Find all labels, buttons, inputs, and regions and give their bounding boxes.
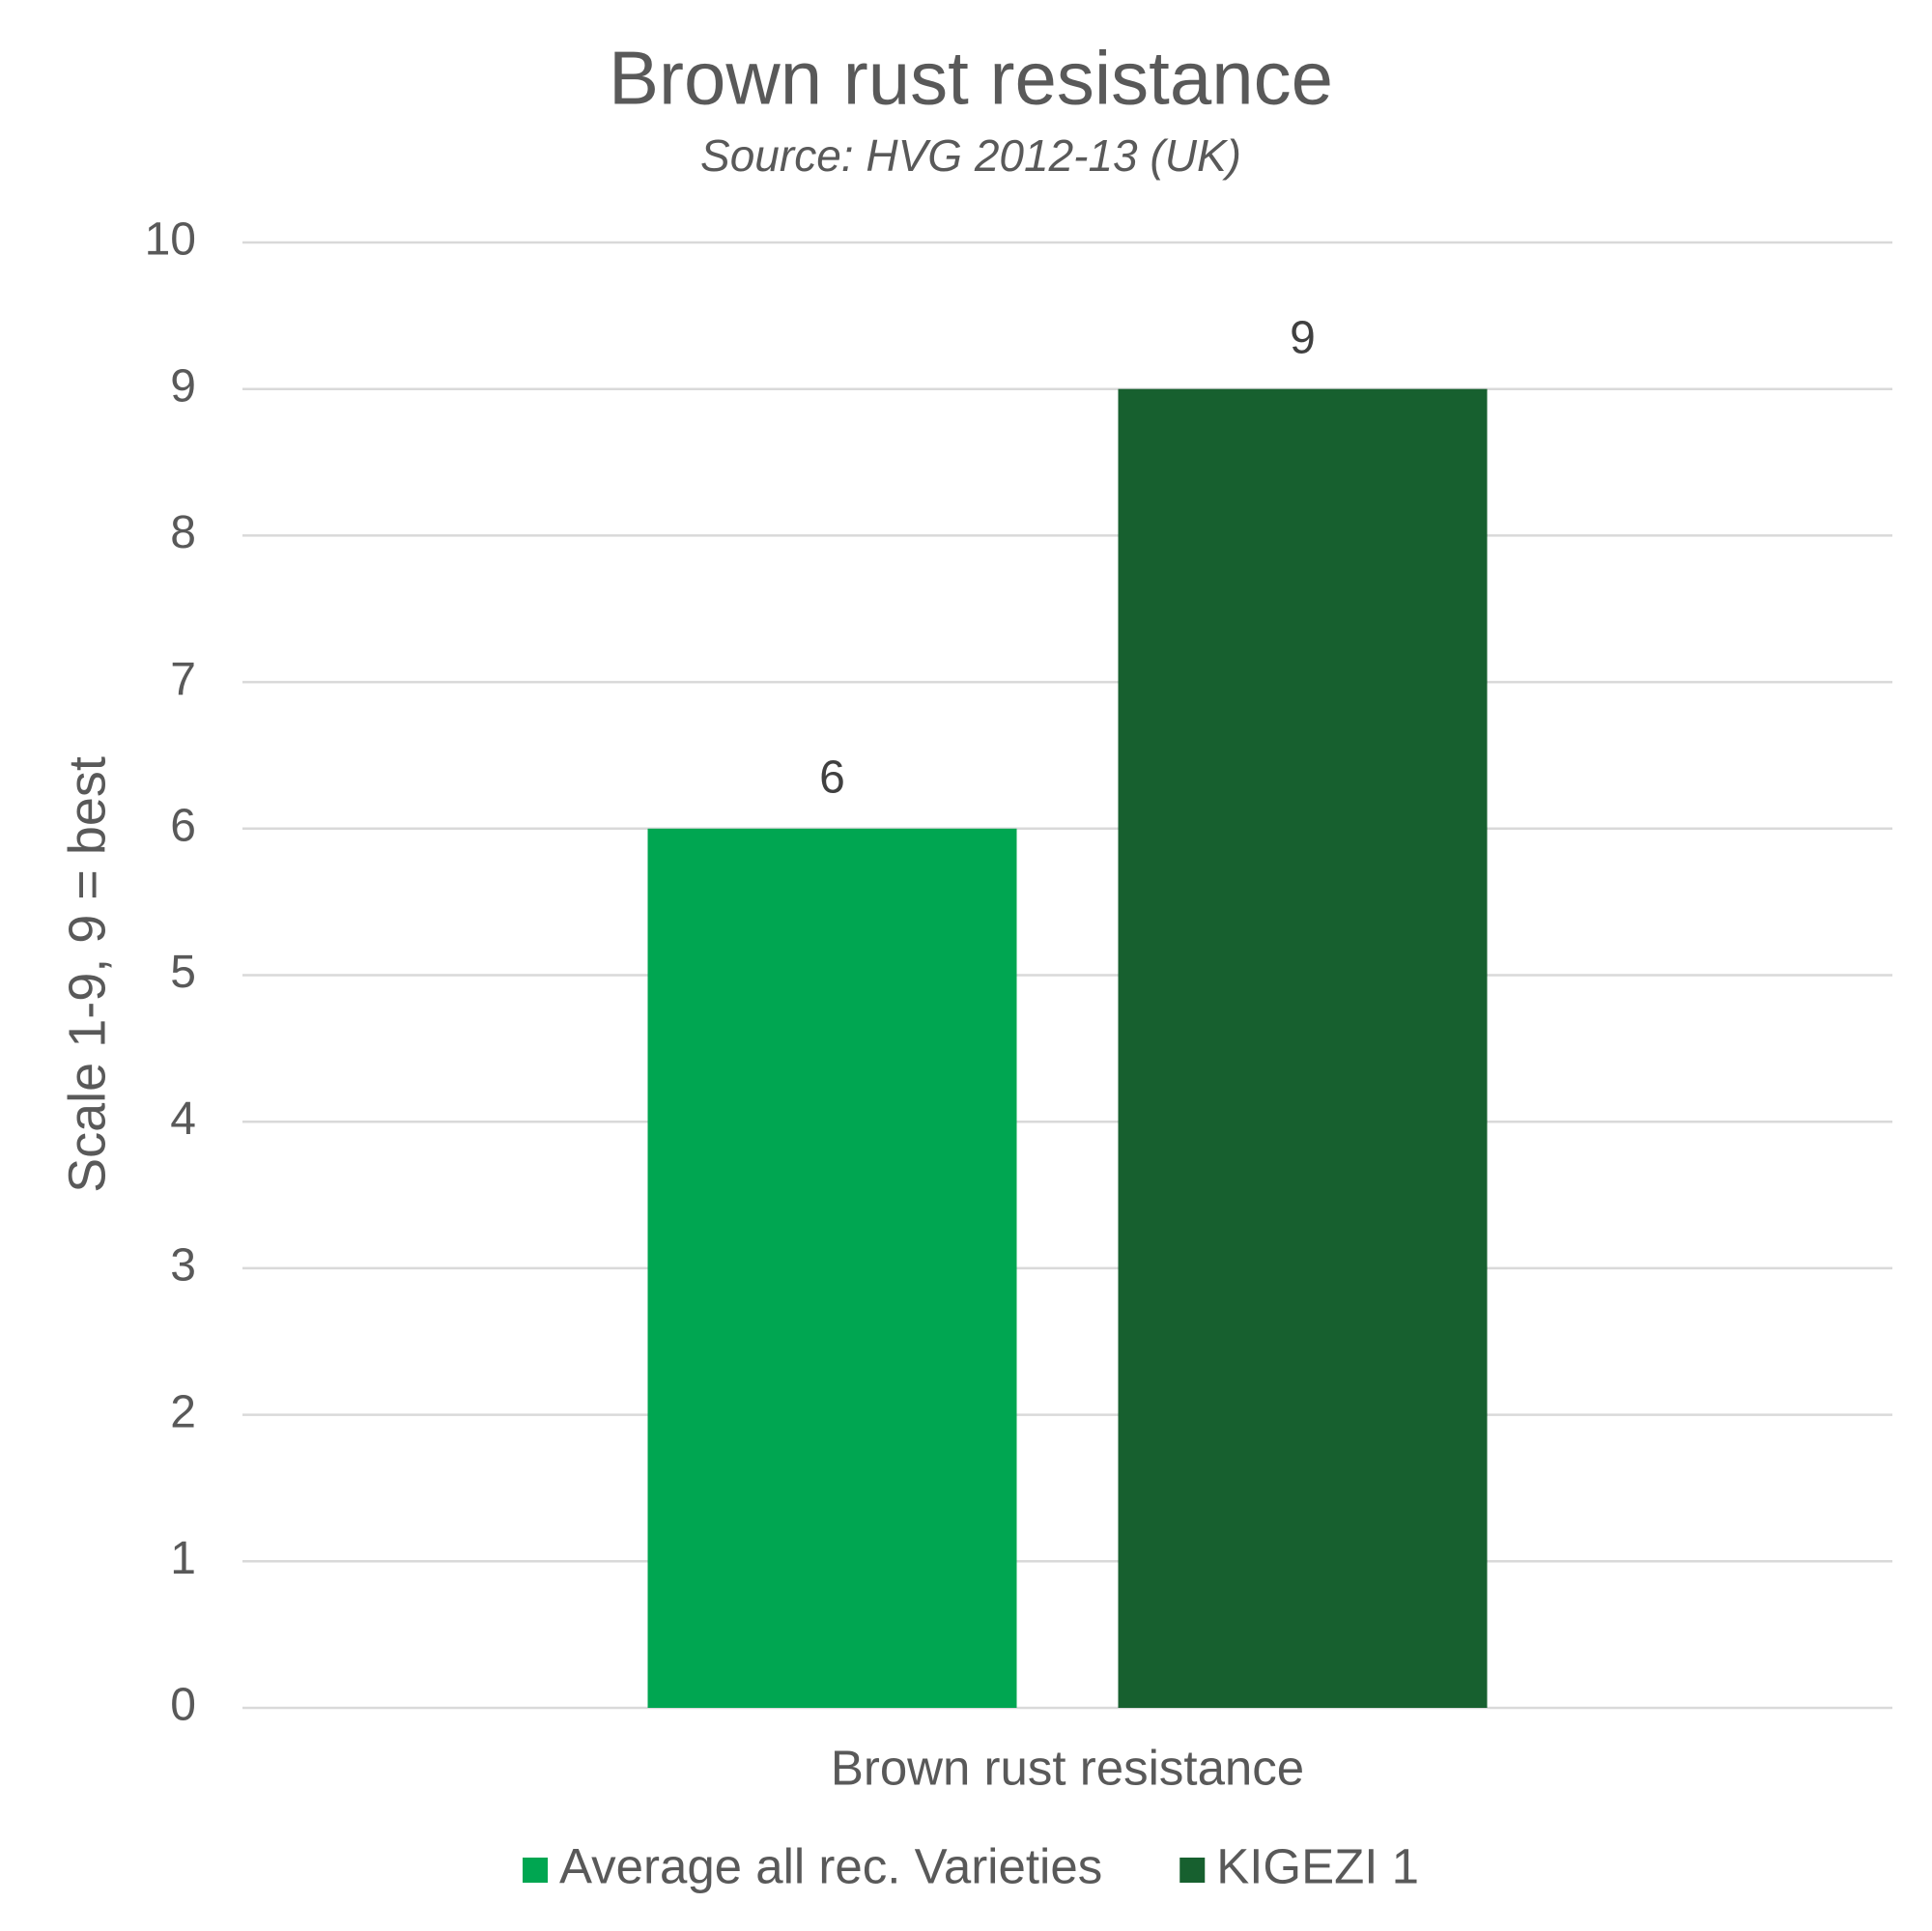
chart-title: Brown rust resistance [609,36,1333,121]
legend-swatch [523,1858,549,1883]
y-tick-label: 0 [170,1680,196,1731]
legend-label: KIGEZI 1 [1216,1838,1419,1893]
y-tick-label: 7 [170,654,196,705]
y-tick-label: 5 [170,947,196,998]
bar [1118,388,1488,1709]
y-tick-label: 3 [170,1240,196,1292]
x-tick-label: Brown rust resistance [831,1740,1304,1795]
legend-label: Average all rec. Varieties [559,1838,1102,1893]
y-tick-label: 6 [170,800,196,851]
chart-subtitle: Source: HVG 2012-13 (UK) [700,130,1241,181]
y-axis-label: Scale 1-9, 9 = best [58,756,116,1193]
y-tick-label: 10 [145,214,196,266]
legend-swatch [1179,1858,1206,1883]
y-tick-label: 8 [170,507,196,558]
y-tick-label: 1 [170,1533,196,1584]
y-tick-label: 2 [170,1386,196,1437]
y-tick-label: 4 [170,1093,196,1145]
data-label: 6 [819,752,845,803]
bar [647,828,1017,1708]
data-label: 9 [1290,312,1316,363]
y-tick-label: 9 [170,360,196,412]
